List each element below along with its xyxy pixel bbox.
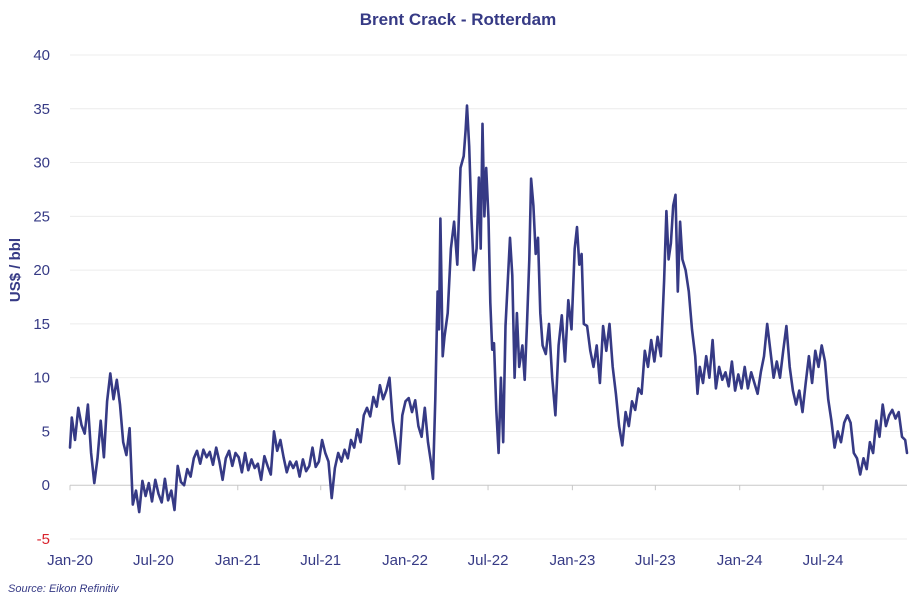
series-layer [68,104,909,514]
x-tick-label: Jan-24 [717,552,763,569]
x-tick-label: Jul-21 [300,552,341,569]
series-line-0 [68,104,909,514]
x-tick-label: Jul-23 [635,552,676,569]
y-axis-ticks: -5 0 5 10 15 20 25 30 35 40 [33,47,50,548]
y-tick-label: 35 [33,101,50,118]
y-tick-label: 10 [33,370,50,387]
y-tick-label: 30 [33,155,50,172]
x-axis-ticks: Jan-20 Jul-20 Jan-21 Jul-21 Jan-22 Jul-22 Jan-… [47,552,843,569]
source-note: Source: Eikon Refinitiv [8,583,120,595]
chart-title: Brent Crack - Rotterdam [360,10,557,29]
y-tick-label: 0 [42,477,50,494]
x-tick-label: Jan-21 [215,552,261,569]
y-tick-label: 25 [33,208,50,225]
y-tick-label: 20 [33,262,50,279]
y-tick-label: 40 [33,47,50,64]
x-tick-label: Jan-23 [549,552,595,569]
x-tick-label: Jul-22 [468,552,509,569]
y-tick-label: 5 [42,423,50,440]
x-tick-label: Jul-24 [803,552,844,569]
y-tick-label: -5 [37,531,50,548]
y-axis-label: US$ / bbl [7,238,24,302]
x-tick-label: Jan-20 [47,552,93,569]
x-tick-label: Jan-22 [382,552,428,569]
x-tick-label: Jul-20 [133,552,174,569]
y-tick-label: 15 [33,316,50,333]
